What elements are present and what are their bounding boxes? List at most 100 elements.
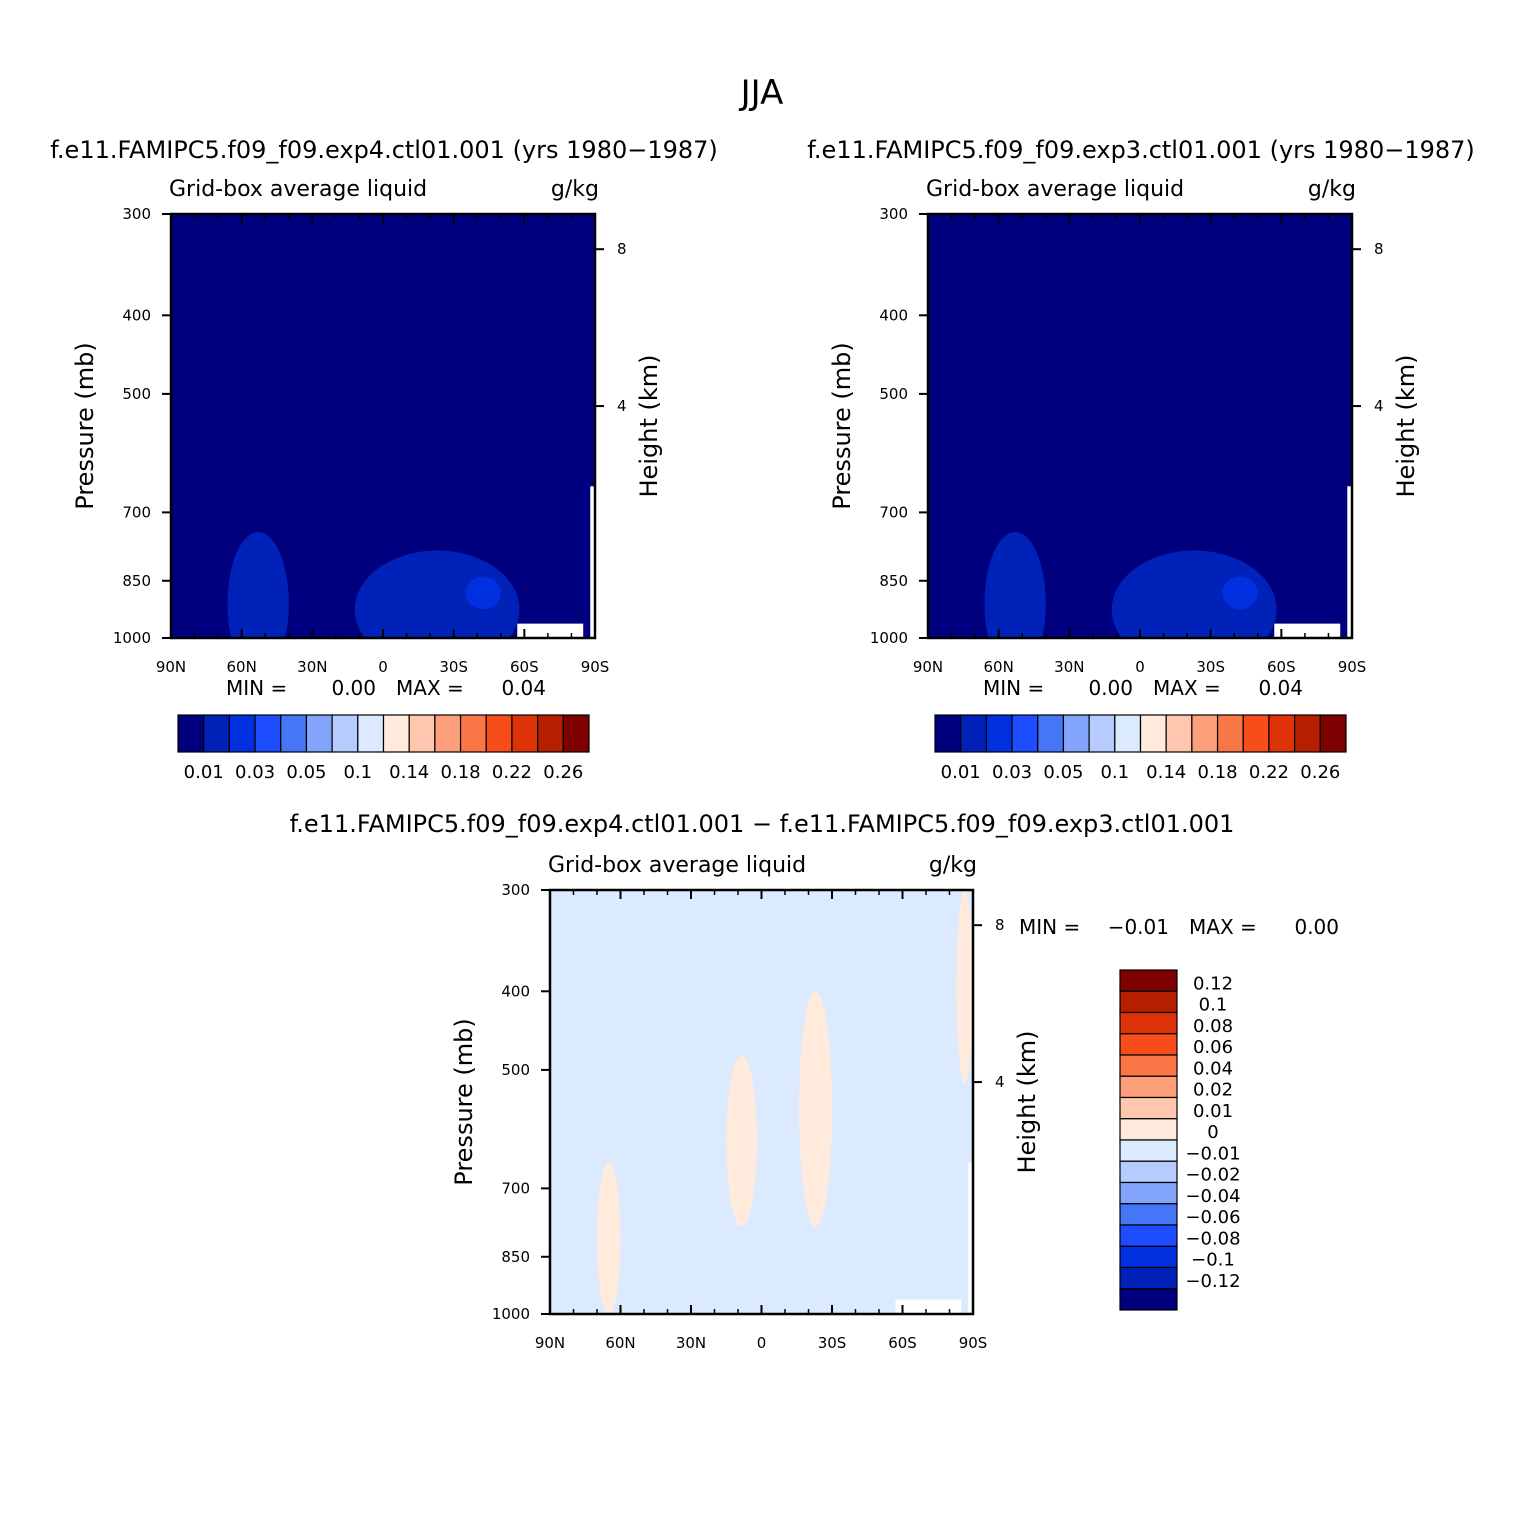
y-tick-label: 500: [501, 1061, 530, 1079]
colorbar-label: −0.1: [1191, 1250, 1235, 1271]
colorbar-box: [1216, 714, 1244, 753]
colorbar-box: [1119, 1181, 1178, 1205]
x-tick-label: 60N: [227, 658, 257, 676]
y-tick-label: 400: [879, 306, 908, 324]
colorbar-label: −0.04: [1185, 1186, 1240, 1207]
y-tick-label: 500: [879, 385, 908, 403]
colorbar-box: [357, 714, 385, 753]
colorbar-label: −0.08: [1185, 1228, 1240, 1249]
colorbar-box: [1165, 714, 1193, 753]
colorbar-box: [1062, 714, 1090, 753]
y-tick-label: 850: [879, 572, 908, 590]
colorbar-box: [1119, 990, 1178, 1014]
colorbar-label: 0.1: [1199, 995, 1228, 1016]
x-tick-label: 60N: [605, 1334, 635, 1352]
colorbar-box: [1319, 714, 1347, 753]
missing-data: [517, 623, 584, 638]
colorbar-label: 0.02: [1193, 1080, 1233, 1101]
panel-title: f.e11.FAMIPC5.f09_f09.exp3.ctl01.001 (yr…: [807, 136, 1475, 164]
colorbar-box: [1114, 714, 1142, 753]
y-tick-label: 1000: [870, 629, 908, 647]
field-contour: [465, 576, 501, 610]
y-tick-label: 300: [879, 205, 908, 223]
height-tick-label: 8: [617, 240, 627, 258]
colorbar-box: [228, 714, 256, 753]
y-tick-label: 300: [122, 205, 151, 223]
y-tick-label: 500: [122, 385, 151, 403]
colorbar-box: [1139, 714, 1167, 753]
panel-title: f.e11.FAMIPC5.f09_f09.exp4.ctl01.001 (yr…: [50, 136, 718, 164]
field-contour: [799, 991, 832, 1227]
colorbar-label: 0.18: [1198, 762, 1238, 783]
min-label: MIN =: [226, 676, 287, 700]
x-tick-label: 60S: [1267, 658, 1296, 676]
min-value: 0.00: [331, 676, 376, 700]
x-tick-label: 90N: [913, 658, 943, 676]
colorbar-box: [1119, 1096, 1178, 1120]
y-tick-label: 850: [122, 572, 151, 590]
plot-area: [171, 214, 595, 638]
x-tick-label: 30N: [297, 658, 327, 676]
colorbar-label: 0: [1207, 1122, 1218, 1143]
panel-exp4: f.e11.FAMIPC5.f09_f09.exp4.ctl01.001 (yr…: [50, 136, 718, 783]
colorbar-label: 0.12: [1193, 973, 1233, 994]
x-tick-label: 30S: [818, 1334, 847, 1352]
y-tick-label: 1000: [113, 629, 151, 647]
height-tick-label: 4: [1374, 397, 1384, 415]
colorbar-box: [1268, 714, 1296, 753]
colorbar-box: [1119, 1288, 1178, 1311]
field-contour: [354, 550, 520, 638]
missing-data: [895, 1299, 962, 1314]
x-tick-label: 90S: [581, 658, 610, 676]
field-contour: [1222, 576, 1258, 610]
colorbar-label: 0.26: [543, 762, 583, 783]
y-axis-label: Pressure (mb): [828, 342, 856, 509]
max-label: MAX =: [1153, 676, 1221, 700]
season-title: JJA: [739, 73, 784, 113]
plot-area: [928, 214, 1352, 638]
colorbar-label: −0.01: [1185, 1143, 1240, 1164]
colorbar-box: [305, 714, 333, 753]
x-tick-label: 0: [1135, 658, 1145, 676]
height-axis-label: Height (km): [1013, 1031, 1041, 1174]
colorbar-label: −0.12: [1185, 1271, 1240, 1292]
colorbar-label: 0.05: [286, 762, 326, 783]
y-tick-label: 400: [501, 982, 530, 1000]
colorbar-label: 0.04: [1193, 1058, 1233, 1079]
height-axis-label: Height (km): [635, 355, 663, 498]
missing-data: [590, 486, 595, 638]
x-tick-label: 0: [757, 1334, 767, 1352]
field-contour: [984, 531, 1046, 638]
colorbar-box: [1119, 1118, 1178, 1141]
min-label: MIN =: [983, 676, 1044, 700]
x-tick-label: 30S: [1196, 658, 1225, 676]
colorbar-box: [537, 714, 564, 753]
colorbar-box: [1119, 1075, 1178, 1099]
missing-data: [1347, 486, 1352, 638]
max-label: MAX =: [1189, 915, 1257, 939]
colorbar-box: [1119, 1054, 1178, 1077]
x-tick-label: 0: [378, 658, 388, 676]
y-tick-label: 400: [122, 306, 151, 324]
field-contour: [1111, 550, 1277, 638]
y-axis-label: Pressure (mb): [450, 1018, 478, 1185]
height-axis-label: Height (km): [1392, 355, 1420, 498]
units-label: g/kg: [929, 853, 977, 878]
variable-name: Grid-box average liquid: [548, 853, 806, 878]
colorbar-box: [177, 714, 205, 753]
colorbar-box: [280, 714, 308, 753]
max-value: 0.00: [1294, 915, 1339, 939]
colorbar-box: [434, 714, 462, 753]
colorbar-box: [985, 714, 1013, 753]
panel-difference: f.e11.FAMIPC5.f09_f09.exp4.ctl01.001 − f…: [290, 810, 1339, 1352]
colorbar-label: 0.26: [1300, 762, 1340, 783]
panel-exp3: f.e11.FAMIPC5.f09_f09.exp3.ctl01.001 (yr…: [807, 136, 1475, 783]
x-tick-label: 60S: [510, 658, 539, 676]
y-tick-label: 700: [122, 503, 151, 521]
x-tick-label: 90N: [156, 658, 186, 676]
panel-title: f.e11.FAMIPC5.f09_f09.exp4.ctl01.001 − f…: [290, 810, 1235, 838]
colorbar-box: [960, 714, 987, 753]
x-tick-label: 90S: [1338, 658, 1367, 676]
colorbar-label: 0.14: [389, 762, 429, 783]
